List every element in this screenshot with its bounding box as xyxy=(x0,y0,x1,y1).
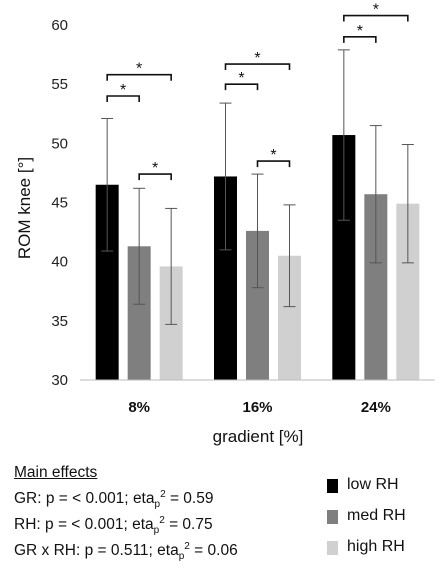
y-axis-title: ROM knee [°] xyxy=(15,157,34,259)
effect-label: GR x RH: xyxy=(14,542,81,559)
significance-star: * xyxy=(270,147,276,164)
effect-eta: eta xyxy=(132,490,155,507)
bar xyxy=(396,203,420,380)
effect-p-value: p = < 0.001; xyxy=(45,490,129,507)
bar xyxy=(364,194,388,380)
significance-bracket xyxy=(224,83,259,91)
main-effects-title: Main effects xyxy=(14,464,98,481)
main-effect-row: GR: p = < 0.001; etap2 = 0.59 xyxy=(14,486,238,512)
effect-eta: eta xyxy=(157,542,179,559)
bar-chart: 30 35 40 45 50 55 60 * * * * * * * * 8% 16% 24% ROM kne… xyxy=(15,2,435,446)
x-axis: 8% 16% 24% xyxy=(80,379,435,416)
effect-label: GR: xyxy=(14,490,42,507)
bars xyxy=(95,135,420,380)
effect-eta-value: = 0.59 xyxy=(169,490,214,507)
legend-swatch xyxy=(327,479,338,493)
significance-brackets: * * * * * * * * xyxy=(106,2,409,181)
effect-p-value: p = 0.511; xyxy=(84,542,153,559)
significance-bracket xyxy=(106,73,172,81)
x-axis-title: gradient [%] xyxy=(213,427,304,446)
error-bars xyxy=(101,49,414,325)
y-tick-label: 45 xyxy=(51,195,68,212)
bar xyxy=(332,135,356,380)
x-tick-label: 24% xyxy=(361,399,391,416)
legend-label: low RH xyxy=(347,476,399,493)
significance-star: * xyxy=(152,160,158,177)
legend-swatch xyxy=(327,541,338,555)
main-effect-row: RH: p = < 0.001; etap2 = 0.75 xyxy=(14,512,238,538)
legend-label: high RH xyxy=(347,538,405,555)
effect-p-value: p = < 0.001; xyxy=(45,516,128,533)
effect-eta-subscript: p xyxy=(153,525,160,537)
effect-eta-superscript: 2 xyxy=(160,488,166,500)
effect-label: RH: xyxy=(14,516,41,533)
effect-eta-superscript: 2 xyxy=(184,540,190,552)
significance-bracket xyxy=(343,14,409,22)
y-tick-label: 40 xyxy=(51,254,68,271)
legend-swatch xyxy=(327,510,338,524)
bar xyxy=(278,255,301,380)
bar xyxy=(127,246,151,380)
significance-star: * xyxy=(254,50,260,67)
significance-bracket xyxy=(343,36,377,43)
effect-eta-subscript: p xyxy=(154,499,161,511)
main-effects-box: Main effects GR: p = < 0.001; etap2 = 0.… xyxy=(14,460,238,564)
significance-star: * xyxy=(238,70,244,87)
effect-eta: eta xyxy=(132,516,154,533)
x-tick-label: 8% xyxy=(128,399,150,416)
effect-eta-value: = 0.75 xyxy=(169,516,213,533)
effect-eta-superscript: 2 xyxy=(159,514,165,526)
significance-star: * xyxy=(373,2,379,19)
y-axis: 30 35 40 45 50 55 60 xyxy=(51,17,68,389)
significance-bracket xyxy=(138,173,172,181)
y-tick-label: 55 xyxy=(51,76,68,93)
significance-bracket xyxy=(256,160,291,168)
bar xyxy=(214,176,237,380)
legend-label: med RH xyxy=(347,507,406,524)
y-tick-label: 35 xyxy=(51,313,68,330)
effect-eta-value: = 0.06 xyxy=(194,542,238,559)
main-effects-rows: GR: p = < 0.001; etap2 = 0.59 RH: p = < 0… xyxy=(14,486,238,564)
main-effect-row: GR x RH: p = 0.511; etap2 = 0.06 xyxy=(14,538,238,564)
significance-bracket xyxy=(106,95,140,102)
y-tick-label: 60 xyxy=(51,17,68,34)
bar xyxy=(246,230,269,380)
x-tick-label: 16% xyxy=(242,399,272,416)
significance-star: * xyxy=(136,61,142,78)
bar xyxy=(95,184,119,380)
effect-eta-subscript: p xyxy=(178,551,185,563)
significance-bracket xyxy=(224,63,291,71)
significance-star: * xyxy=(357,23,363,40)
significance-star: * xyxy=(120,82,126,99)
y-tick-label: 30 xyxy=(51,372,68,389)
y-tick-label: 50 xyxy=(51,135,68,152)
